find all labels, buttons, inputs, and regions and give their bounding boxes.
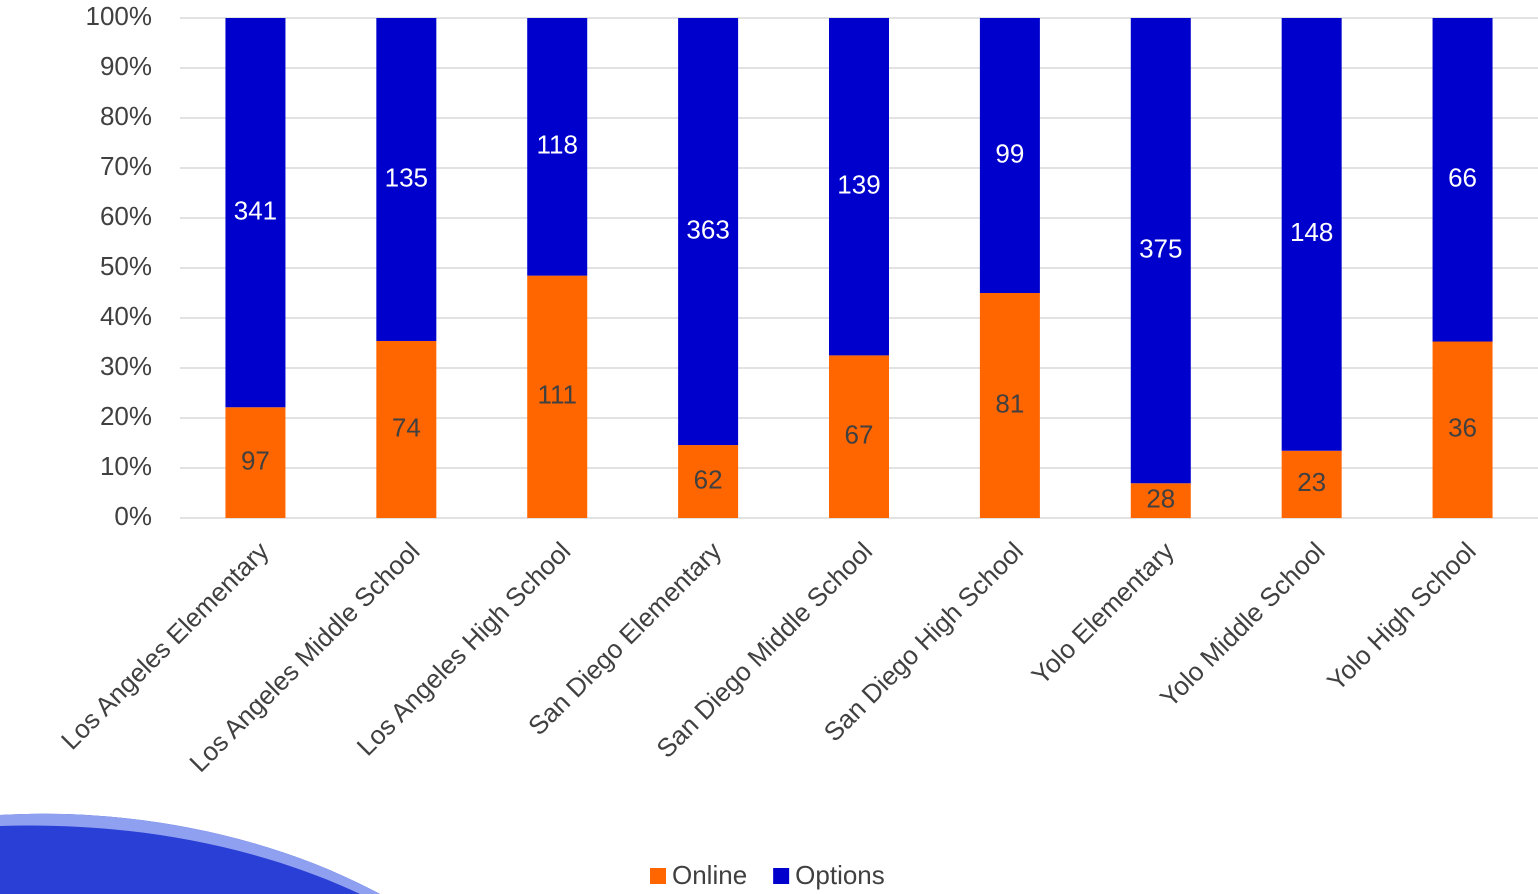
y-tick-label: 100% [86,1,153,31]
bar-segment [225,407,286,518]
data-label: 62 [694,464,723,494]
y-tick-label: 80% [100,101,152,131]
y-tick-label: 60% [100,201,152,231]
bar-segment [829,355,889,518]
bar-segment [376,18,437,341]
data-label: 363 [686,214,729,244]
data-label: 111 [537,380,577,410]
y-tick-label: 90% [100,51,152,81]
data-label: 66 [1448,163,1477,193]
data-label: 81 [995,388,1024,418]
data-label: 67 [845,420,874,450]
legend-label: Online [672,860,747,890]
x-tick-label: Yolo Middle School [1154,536,1331,713]
legend-label: Options [795,860,885,890]
bar-segment [829,18,889,356]
data-label: 23 [1297,467,1326,497]
x-tick-label: Yolo Elementary [1025,536,1179,690]
decoration [0,813,380,894]
bar-segment [1432,341,1493,518]
y-tick-label: 20% [100,401,152,431]
bar-segment [225,18,286,408]
bar-segment [678,18,739,446]
legend-swatch [650,868,666,884]
data-label: 139 [837,170,880,200]
bar-segment [1130,18,1191,484]
bar-segment [527,18,588,276]
data-label: 36 [1448,413,1477,443]
data-label: 118 [536,130,577,160]
bar-segment [1281,450,1342,518]
bar-segment [376,340,437,518]
data-label: 375 [1139,234,1182,264]
x-tick-label: Yolo High School [1321,536,1482,697]
y-tick-label: 50% [100,251,152,281]
data-label: 135 [385,162,428,192]
legend-swatch [773,868,790,884]
y-tick-label: 0% [114,501,152,531]
y-tick-label: 30% [100,351,152,381]
bar-segment [1432,18,1493,342]
decoration [0,813,380,894]
y-tick-label: 10% [100,451,152,481]
y-tick-label: 40% [100,301,152,331]
data-label: 74 [392,412,421,442]
bar-segment [1130,483,1191,518]
data-label: 341 [234,196,277,226]
bar-segment [1281,18,1342,451]
bar-segment [678,445,739,518]
bar-segment [979,293,1040,518]
bar-segment [979,18,1040,293]
data-label: 28 [1146,484,1175,514]
data-label: 148 [1290,217,1333,247]
data-label: 99 [995,138,1024,168]
data-label: 97 [241,446,270,476]
y-tick-label: 70% [100,151,152,181]
bar-segment [527,275,588,518]
